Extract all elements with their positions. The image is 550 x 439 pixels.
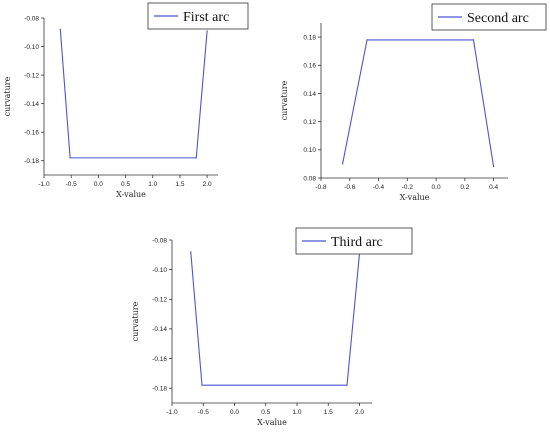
x-axis-title: X-value [400,193,430,202]
x-tick-label: -1.0 [38,181,50,188]
data-point [206,30,208,32]
first-arc-chart: -1.0 -0.5 0.0 0.5 1.0 1.5 2.0 -0.08 -0.10 -0.12 -0… [3,2,249,199]
data-point [69,157,71,159]
third-arc-chart: -1.0 -0.5 0.0 0.5 1.0 1.5 2.0 -0.08 -0.10 -0.12 -0… [131,227,413,427]
x-tick-label: -0.5 [66,181,78,188]
y-tick-label: 0.12 [303,119,316,126]
third-arc-line [190,251,361,386]
y-axis-title: curvature [3,76,12,116]
x-tick-label: 1.0 [148,181,157,188]
y-tick-label: -0.16 [24,129,39,136]
y-tick-label: -0.16 [152,356,167,363]
data-point [195,157,197,159]
x-tick-label: -0.6 [344,184,356,191]
legend-label: Second arc [467,11,529,26]
x-tick-label: 0.5 [121,181,130,188]
legend-label: Third arc [331,235,383,250]
data-point [190,251,192,253]
third-arc-legend: Third arc [295,227,413,255]
y-tick-label: -0.18 [152,385,167,392]
y-tick-label: -0.14 [152,326,167,333]
x-axis-title: X-value [257,418,287,427]
data-point [366,39,368,41]
y-axis-title: curvature [280,80,289,120]
x-tick-label: -0.4 [373,184,385,191]
x-tick-label: 0.4 [489,184,498,191]
legend-label: First arc [183,10,229,25]
y-tick-label: 0.16 [303,63,316,70]
data-point [346,384,348,386]
x-tick-label: 1.0 [292,409,301,416]
second-arc-line [342,39,495,167]
y-tick-label: 0.18 [303,34,316,41]
data-point [59,28,61,31]
x-tick-label: 2.0 [203,181,212,188]
x-axis-title: X-value [116,190,146,199]
y-axis-title: curvature [131,301,140,341]
x-tick-label: -0.8 [315,184,327,191]
data-point [493,166,495,168]
y-tick-label: -0.08 [24,15,39,22]
y-tick-label: 0.08 [303,175,316,182]
first-arc-legend: First arc [147,2,249,30]
x-tick-label: 1.5 [324,409,333,416]
x-tick-label: -0.2 [402,184,414,191]
data-point [472,39,475,41]
y-tick-label: -0.12 [152,297,167,304]
y-tick-label: -0.18 [24,158,39,165]
y-tick-label: -0.14 [24,101,39,108]
y-tick-label: -0.10 [24,44,39,51]
data-point [341,163,344,165]
data-point [201,384,203,386]
y-tick-label: -0.10 [152,267,167,274]
x-tick-label: 2.0 [355,409,364,416]
first-arc-line [59,29,208,159]
y-tick-label: 0.14 [303,91,316,98]
x-tick-label: -1.0 [166,409,178,416]
y-tick-label: -0.08 [152,237,167,244]
y-tick-label: -0.12 [24,72,39,79]
second-arc-legend: Second arc [431,3,547,31]
x-tick-label: 0.5 [261,409,270,416]
second-arc-chart: -0.8 -0.6 -0.4 -0.2 0.0 0.2 0.4 0.18 0.16 0.14 0.1… [280,3,547,202]
x-tick-label: -0.5 [198,409,210,416]
x-tick-label: 0.0 [94,181,103,188]
x-tick-label: 0.0 [432,184,441,191]
y-tick-label: 0.10 [303,147,316,154]
x-tick-label: 0.0 [230,409,239,416]
legend-box [431,3,547,31]
x-tick-label: 0.2 [460,184,469,191]
x-tick-label: 1.5 [175,181,184,188]
